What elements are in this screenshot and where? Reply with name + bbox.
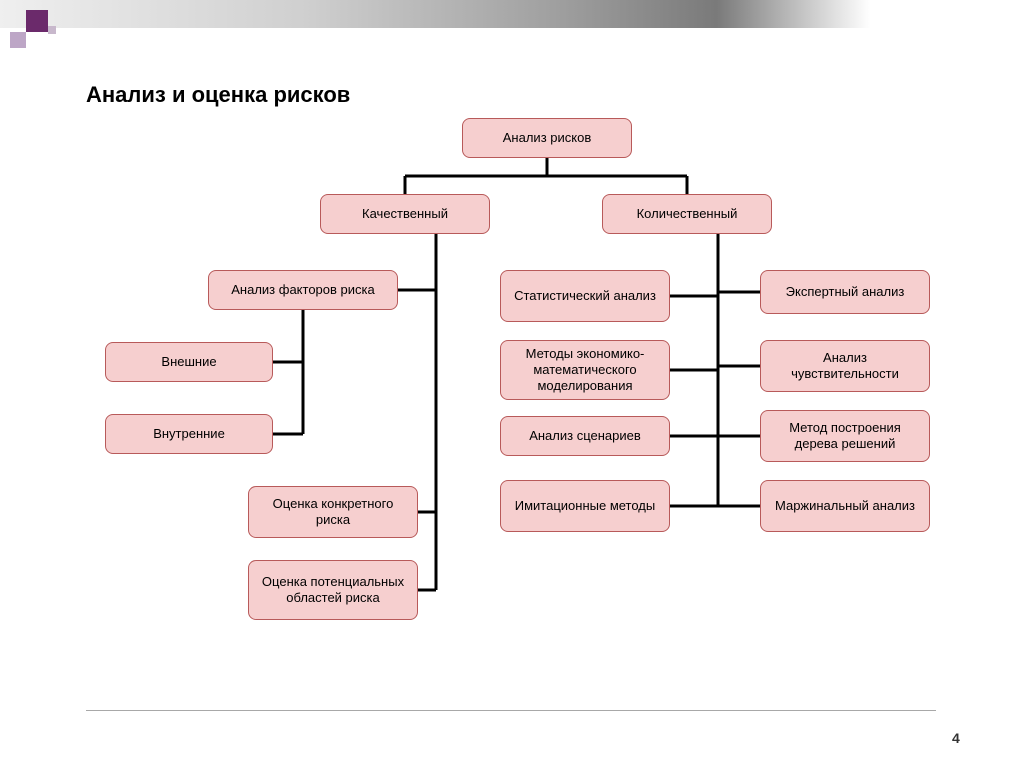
tree-node-sens: Анализ чувствительности (760, 340, 930, 392)
tree-node-imit: Имитационные методы (500, 480, 670, 532)
tree-node-opor: Оценка потенциальных областей риска (248, 560, 418, 620)
tree-node-int: Внутренние (105, 414, 273, 454)
tree-node-root: Анализ рисков (462, 118, 632, 158)
tree-node-qual: Качественный (320, 194, 490, 234)
tree-node-tree: Метод построения дерева решений (760, 410, 930, 462)
tree-node-okr: Оценка конкретного риска (248, 486, 418, 538)
tree-node-emm: Методы экономико-математического моделир… (500, 340, 670, 400)
tree-node-scen: Анализ сценариев (500, 416, 670, 456)
risk-analysis-tree: Анализ рисков Качественный Количественный А… (0, 0, 1024, 768)
tree-node-marg: Маржинальный анализ (760, 480, 930, 532)
tree-node-quant: Количественный (602, 194, 772, 234)
tree-node-expert: Экспертный анализ (760, 270, 930, 314)
tree-node-ext: Внешние (105, 342, 273, 382)
tree-node-stat: Статистический анализ (500, 270, 670, 322)
tree-node-afr: Анализ факторов риска (208, 270, 398, 310)
